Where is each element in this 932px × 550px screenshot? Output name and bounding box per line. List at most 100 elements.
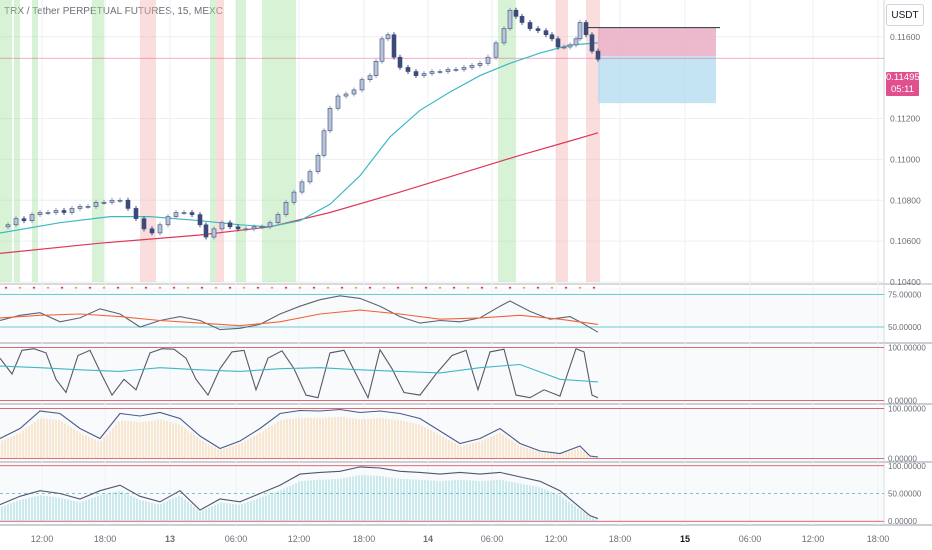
- candle: [61, 210, 67, 213]
- time-axis-label: 06:00: [739, 534, 762, 544]
- oscillator-tick-label: 0.00000: [888, 455, 917, 464]
- time-axis-label: 12:00: [288, 534, 311, 544]
- candle: [141, 218, 147, 230]
- candle: [335, 95, 341, 109]
- candle: [445, 69, 451, 72]
- oscillator-line: [0, 363, 599, 383]
- take-profit-box: [598, 56, 716, 104]
- candle: [133, 208, 139, 219]
- candle: [543, 30, 549, 36]
- candle: [29, 214, 35, 221]
- candle: [53, 210, 59, 213]
- oscillator-background: [0, 463, 884, 524]
- last-price-value: 0.11495: [886, 72, 920, 83]
- candle: [373, 61, 379, 76]
- candle: [367, 75, 373, 80]
- candle: [101, 202, 107, 204]
- time-axis-label: 18:00: [609, 534, 632, 544]
- oscillator-background: [0, 345, 884, 403]
- candle: [527, 22, 533, 29]
- price-tick-label: 0.10600: [890, 236, 921, 246]
- candle: [461, 67, 467, 70]
- currency-unit-button[interactable]: USDT: [886, 4, 924, 26]
- candle: [5, 224, 11, 228]
- candle: [173, 212, 179, 217]
- oscillator-tick-label: 50.00000: [888, 323, 922, 332]
- candle: [429, 71, 435, 74]
- oscillator-tick-label: 75.00000: [888, 291, 922, 300]
- candle: [385, 34, 391, 40]
- candle: [535, 28, 541, 31]
- sell-zone: [216, 0, 224, 282]
- candle: [211, 228, 217, 238]
- oscillator-tick-label: 0.00000: [888, 396, 917, 405]
- last-price-badge: 0.11495 05:11: [886, 72, 920, 96]
- candle: [351, 89, 357, 95]
- time-axis-label: 13: [165, 534, 175, 544]
- oscillator-line: [0, 408, 599, 458]
- candle: [275, 214, 281, 224]
- candle: [561, 46, 567, 49]
- time-axis-label: 15: [680, 534, 690, 544]
- candle: [595, 50, 601, 60]
- candle: [37, 212, 43, 215]
- candle: [259, 226, 265, 229]
- candle: [413, 71, 419, 76]
- candle: [21, 218, 27, 221]
- candle: [583, 22, 589, 36]
- candle: [117, 199, 123, 202]
- candle: [405, 67, 411, 72]
- candle: [125, 199, 131, 209]
- candle: [235, 226, 241, 230]
- candle: [573, 38, 579, 46]
- candle: [477, 63, 483, 66]
- sell-zone: [556, 0, 568, 282]
- candle: [421, 73, 427, 76]
- candle: [493, 42, 499, 58]
- time-axis-label: 14: [423, 534, 433, 544]
- candle: [203, 224, 209, 238]
- candle: [437, 71, 443, 73]
- oscillator-background: [0, 406, 884, 461]
- buy-zone: [236, 0, 246, 282]
- candle: [77, 206, 83, 209]
- price-tick-label: 0.10400: [890, 277, 921, 287]
- candle: [343, 93, 349, 97]
- buy-zone: [498, 0, 516, 282]
- buy-zone: [32, 0, 38, 282]
- candle: [45, 212, 51, 214]
- price-tick-label: 0.11000: [890, 154, 920, 164]
- candle: [85, 206, 91, 208]
- candle: [181, 212, 187, 214]
- sell-zone: [586, 0, 600, 282]
- candle: [69, 208, 75, 213]
- oscillator-line: [0, 309, 599, 327]
- oscillator-tick-label: 100.00000: [888, 462, 926, 471]
- time-axis-label: 12:00: [802, 534, 825, 544]
- candle: [243, 228, 249, 231]
- time-axis-label: 06:00: [481, 534, 504, 544]
- candle: [197, 214, 203, 226]
- candle: [251, 226, 257, 230]
- candle: [93, 202, 99, 207]
- oscillator-line: [0, 295, 599, 333]
- candle: [469, 65, 475, 68]
- bar-countdown: 05:11: [890, 84, 915, 95]
- buy-zone: [14, 0, 20, 282]
- candle: [227, 222, 233, 228]
- time-axis-label: 18:00: [94, 534, 117, 544]
- time-axis-label: 18:00: [353, 534, 376, 544]
- candle: [379, 38, 385, 62]
- candle: [291, 191, 297, 203]
- candle: [453, 69, 459, 71]
- chart-title: TRX / Tether PERPETUAL FUTURES, 15, MEXC: [4, 6, 223, 17]
- oscillator-tick-label: 50.00000: [888, 490, 922, 499]
- oscillator-background: [0, 288, 884, 340]
- buy-zone: [0, 0, 12, 282]
- price-tick-label: 0.11200: [890, 114, 920, 124]
- oscillator-tick-label: 100.00000: [888, 344, 926, 353]
- candle: [299, 181, 305, 193]
- candle: [109, 199, 115, 203]
